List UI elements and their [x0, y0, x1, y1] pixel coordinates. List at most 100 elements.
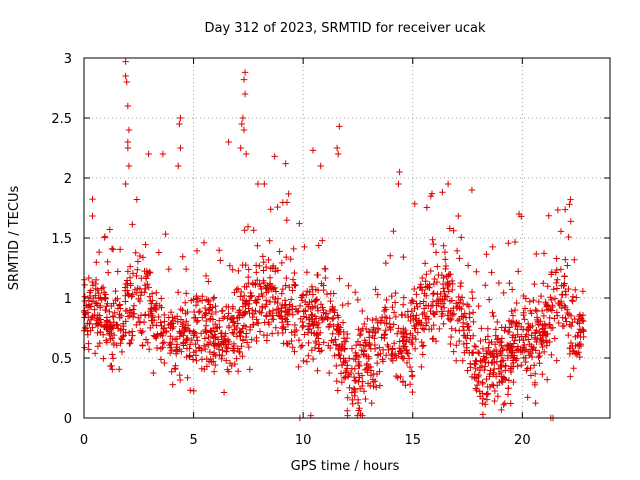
data-point	[186, 327, 193, 334]
data-point	[159, 150, 167, 158]
data-point	[447, 340, 454, 348]
data-point	[563, 318, 570, 325]
data-point	[531, 280, 538, 288]
data-point	[472, 385, 480, 392]
data-point	[539, 331, 546, 339]
data-point	[507, 366, 514, 374]
data-point	[559, 291, 566, 299]
data-point	[362, 339, 369, 346]
data-point	[203, 317, 210, 325]
data-point	[551, 335, 558, 342]
data-point	[293, 308, 301, 316]
data-point	[274, 299, 281, 307]
data-point	[122, 72, 129, 80]
data-point	[450, 227, 457, 234]
data-point	[565, 233, 572, 241]
data-point	[453, 342, 460, 349]
data-point	[109, 355, 117, 362]
data-point	[545, 321, 553, 328]
data-point	[414, 303, 421, 311]
data-point	[532, 306, 539, 314]
data-point	[372, 286, 379, 293]
data-point	[291, 282, 299, 289]
data-point	[243, 297, 250, 305]
data-point	[430, 321, 437, 329]
data-point	[520, 344, 527, 351]
data-point	[106, 331, 113, 339]
data-point	[327, 290, 335, 297]
data-point	[288, 296, 295, 303]
data-point	[491, 387, 499, 395]
data-point	[219, 352, 226, 359]
data-point	[260, 279, 268, 287]
data-point	[291, 281, 298, 288]
data-point	[171, 315, 179, 322]
data-point	[114, 305, 122, 312]
data-point	[497, 338, 505, 346]
data-point	[98, 285, 105, 292]
data-point	[317, 162, 324, 170]
data-point	[374, 352, 382, 359]
data-point	[106, 308, 113, 315]
data-point	[263, 337, 271, 344]
data-point	[87, 287, 94, 294]
data-point	[229, 329, 236, 336]
data-point	[505, 385, 512, 392]
data-point	[380, 307, 388, 315]
data-point	[334, 387, 341, 394]
data-point	[314, 331, 321, 339]
data-point	[470, 318, 477, 326]
data-point	[562, 256, 569, 263]
data-point	[99, 284, 107, 291]
data-point	[174, 289, 182, 296]
data-point	[300, 313, 308, 320]
data-point	[389, 346, 396, 353]
data-point	[491, 341, 499, 348]
data-point	[419, 343, 426, 350]
data-point	[569, 298, 576, 305]
data-point	[468, 349, 476, 357]
data-point	[239, 114, 247, 122]
data-point	[473, 375, 480, 382]
data-point	[354, 296, 362, 304]
data-point	[363, 362, 370, 369]
data-point	[200, 239, 208, 246]
data-point	[230, 340, 238, 348]
data-point	[412, 315, 419, 322]
data-point	[248, 293, 255, 300]
data-point	[216, 317, 223, 324]
data-point	[479, 390, 486, 397]
data-point	[89, 282, 97, 289]
data-point	[129, 221, 136, 228]
data-point	[85, 346, 92, 353]
data-point	[530, 361, 538, 369]
data-point	[218, 355, 225, 363]
data-point	[456, 337, 463, 345]
x-tick-label: 10	[295, 433, 312, 448]
data-point	[503, 346, 511, 353]
data-point	[250, 227, 257, 234]
data-point	[93, 320, 101, 327]
data-point	[265, 287, 272, 295]
data-point	[265, 318, 272, 326]
data-point	[208, 328, 215, 336]
data-point	[434, 263, 441, 270]
data-point	[82, 324, 89, 331]
data-point	[313, 315, 320, 322]
data-point	[157, 345, 165, 352]
data-point	[278, 290, 285, 297]
data-point	[101, 233, 109, 240]
data-point	[111, 309, 118, 316]
data-point	[192, 301, 200, 309]
data-point	[142, 285, 149, 293]
data-point	[498, 406, 505, 414]
data-point	[355, 370, 362, 377]
data-point	[567, 373, 574, 380]
data-point	[338, 361, 346, 369]
data-point	[521, 305, 529, 312]
data-point	[485, 339, 493, 346]
data-point	[95, 248, 103, 256]
data-point	[580, 317, 587, 325]
data-point	[370, 324, 377, 331]
